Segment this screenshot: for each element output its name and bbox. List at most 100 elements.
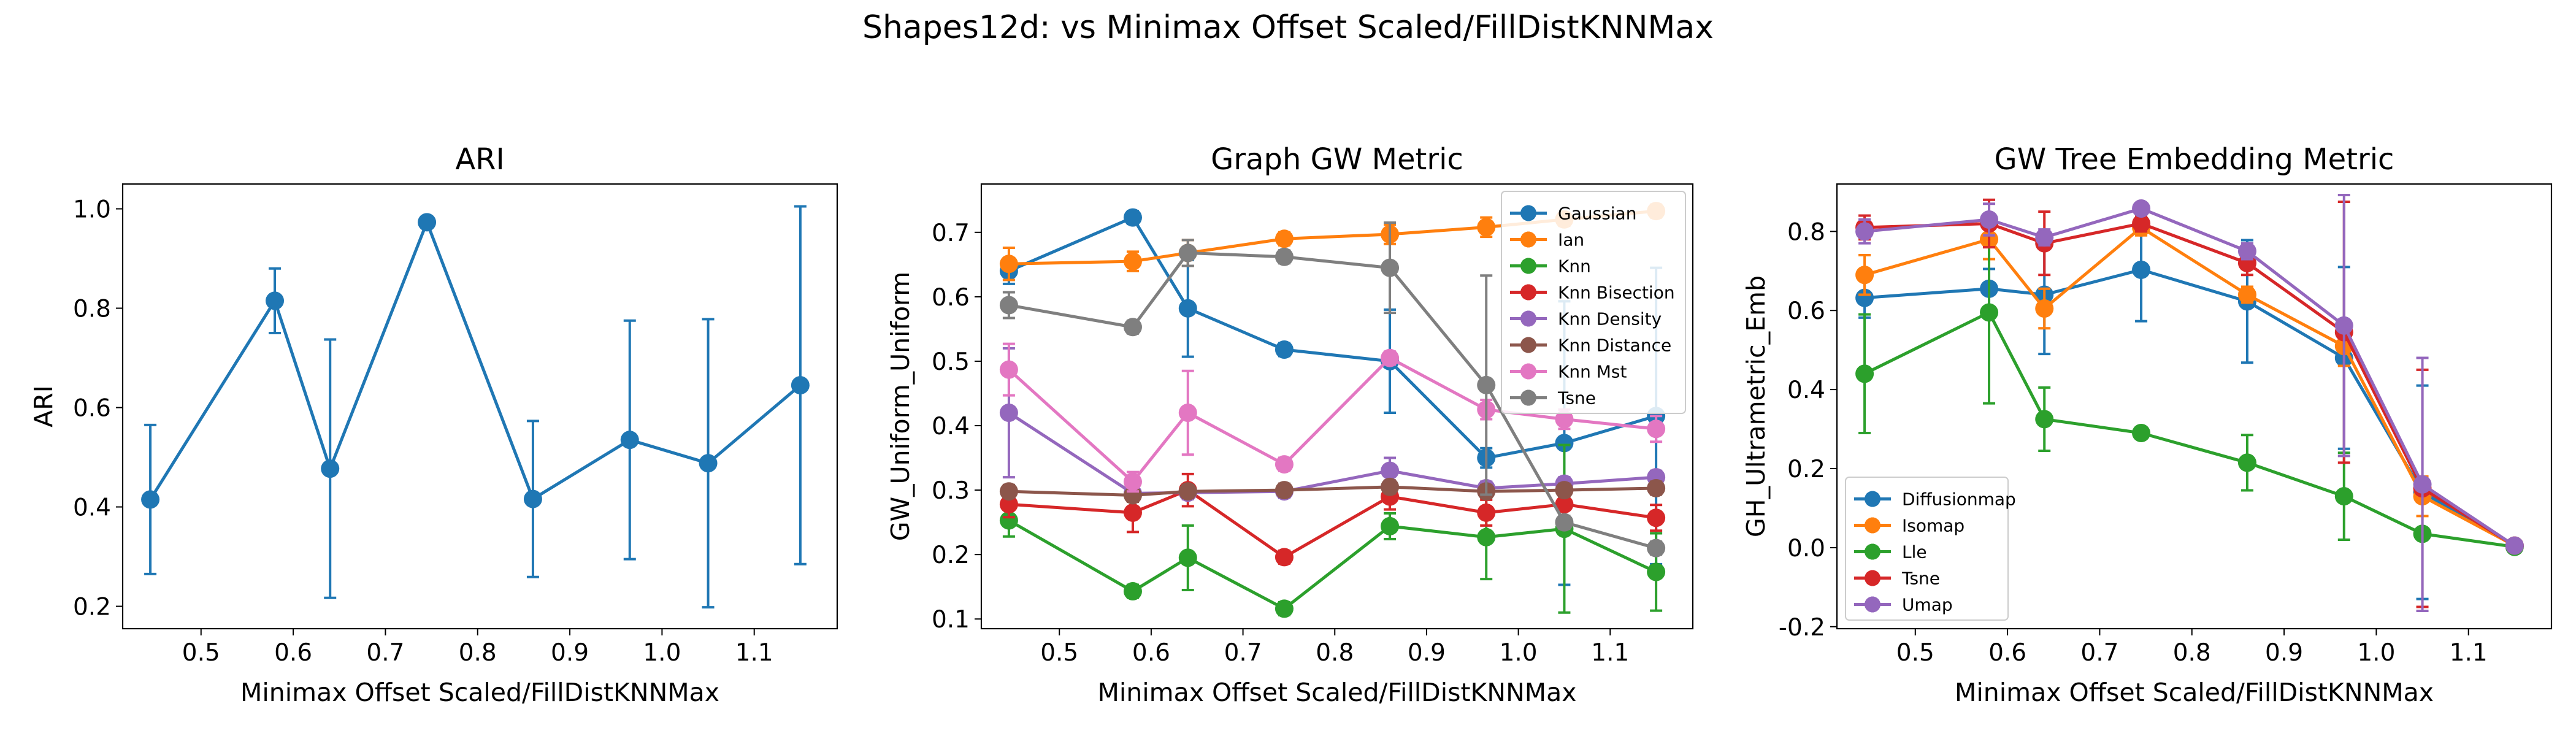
data-point: [1275, 481, 1294, 500]
data-point: [1555, 434, 1574, 453]
data-point: [1381, 461, 1400, 480]
legend-swatch-marker: [1520, 363, 1536, 380]
data-point: [1555, 410, 1574, 429]
x-tick-label: 0.5: [1896, 639, 1934, 667]
data-point: [1477, 375, 1496, 394]
x-tick-label: 1.0: [1500, 639, 1538, 667]
legend-swatch-marker: [1865, 570, 1880, 586]
series-line: [148, 220, 802, 501]
series-line: [1008, 216, 1657, 460]
chart-title: ARI: [455, 142, 504, 177]
data-point: [1555, 513, 1574, 532]
data-point: [1275, 247, 1294, 266]
legend-label: Knn Mst: [1558, 362, 1627, 382]
chart-panel-2: GW Tree Embedding Metric 0.5 0.6 0.7 0.8 0.9 1…: [1741, 142, 2553, 707]
x-tick-label: 0.8: [1316, 639, 1354, 667]
data-point: [1275, 229, 1294, 248]
x-tick-label: 0.6: [1132, 639, 1170, 667]
y-tick-label: 0.6: [1787, 297, 1825, 325]
x-axis-label: Minimax Offset Scaled/FillDistKNNMax: [1955, 678, 2434, 707]
data-point: [999, 511, 1018, 530]
data-point: [1178, 404, 1197, 423]
series-0: [141, 205, 810, 609]
axes-frame: [1836, 183, 2553, 630]
data-point: [2334, 487, 2353, 506]
data-point: [1647, 478, 1666, 497]
y-tick-label: 0.0: [1787, 535, 1825, 562]
y-tick-label: 0.1: [932, 606, 970, 634]
legend-label: Ian: [1558, 230, 1584, 250]
data-point: [1980, 303, 1999, 322]
data-point: [620, 431, 639, 450]
legend-label: Knn: [1558, 256, 1591, 277]
data-point: [1381, 477, 1400, 496]
data-point: [2035, 228, 2054, 247]
data-point: [1178, 548, 1197, 567]
legend-swatch-marker: [1520, 258, 1536, 274]
legend-swatch-marker: [1520, 231, 1536, 248]
axes-frame: [980, 183, 1694, 630]
series-line: [1865, 221, 2516, 547]
chart-title: GW Tree Embedding Metric: [1995, 142, 2394, 177]
data-point: [1477, 503, 1496, 522]
series-line: [1864, 207, 2516, 547]
legend-label: Knn Density: [1558, 309, 1662, 329]
series-line: [1008, 488, 1657, 559]
legend-swatch-marker: [1520, 310, 1536, 327]
series-knn-mst: [999, 342, 1666, 493]
legend-swatch-marker: [1520, 205, 1536, 221]
legend-swatch-marker: [1865, 491, 1880, 507]
data-point: [1855, 266, 1874, 285]
data-point: [2132, 199, 2151, 218]
data-point: [1477, 527, 1496, 546]
data-point: [2237, 453, 2256, 472]
x-tick-label: 0.7: [366, 639, 404, 667]
data-point: [791, 376, 810, 395]
data-point: [1555, 495, 1574, 514]
axes-frame: [121, 183, 838, 630]
series-line: [1008, 356, 1657, 483]
data-point: [1123, 472, 1142, 491]
data-point: [2505, 536, 2524, 555]
data-point: [1178, 482, 1197, 501]
y-tick-label: 0.4: [932, 413, 970, 440]
y-tick-label: 1.0: [73, 196, 111, 224]
data-point: [1178, 243, 1197, 263]
data-point: [2035, 299, 2054, 318]
x-tick-label: 0.8: [2173, 639, 2211, 667]
data-point: [1178, 299, 1197, 318]
y-tick-label: 0.4: [73, 494, 111, 522]
x-tick-label: 0.5: [182, 639, 220, 667]
data-point: [1855, 222, 1874, 241]
x-tick-label: 1.0: [2357, 639, 2395, 667]
legend-label: Lle: [1902, 542, 1927, 562]
x-tick-label: 0.7: [2080, 639, 2118, 667]
x-tick-label: 0.6: [274, 639, 312, 667]
y-tick-label: 0.8: [1787, 218, 1825, 246]
legend-label: Tsne: [1901, 569, 1940, 589]
legend: Diffusionmap Isomap Lle Tsne Umap: [1845, 477, 2016, 621]
data-point: [999, 360, 1018, 379]
data-point: [2237, 242, 2256, 261]
data-point: [1381, 348, 1400, 367]
y-axis-label: GW_Uniform_Uniform: [886, 272, 915, 541]
x-tick-label: 0.8: [459, 639, 497, 667]
data-point: [1123, 582, 1142, 601]
y-tick-label: 0.6: [73, 395, 111, 423]
y-axis-label: GH_Ultrametric_Emb: [1741, 275, 1771, 537]
data-point: [999, 404, 1018, 423]
series-knn: [999, 443, 1666, 618]
data-point: [2237, 285, 2256, 304]
data-point: [2132, 214, 2151, 233]
data-point: [1647, 539, 1666, 558]
series-line: [1863, 310, 2515, 549]
legend-label: Tsne: [1557, 388, 1596, 408]
legend-swatch-marker: [1520, 337, 1536, 353]
chart-panel-0: ARI 0.5 0.6 0.7 0.8 0.9 1.0 1.1 0.2 0.4 0.6 0.8 1.0 M…: [29, 142, 838, 707]
data-point: [1381, 258, 1400, 277]
data-point: [523, 489, 542, 508]
data-point: [1647, 420, 1666, 439]
data-point: [1855, 364, 1874, 383]
data-point: [2035, 410, 2054, 429]
